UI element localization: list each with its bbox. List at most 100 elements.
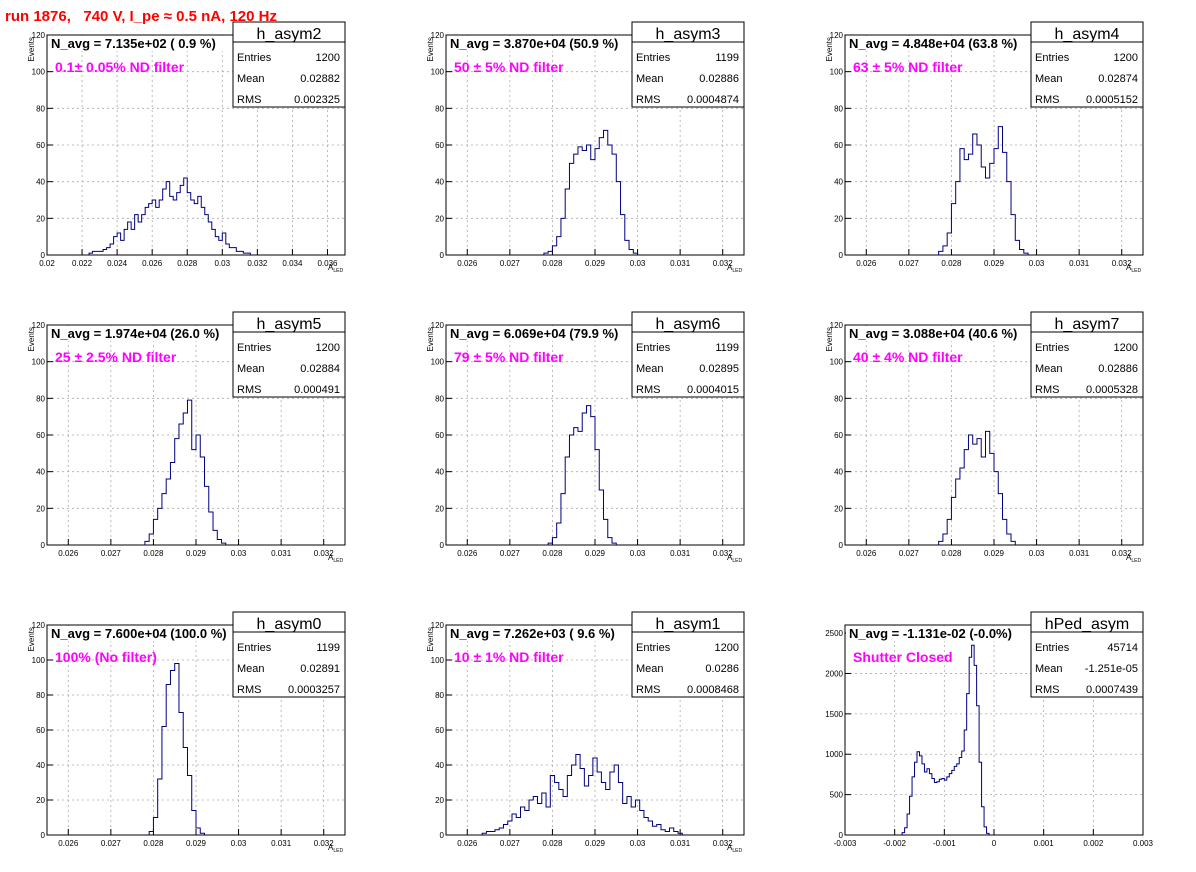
histogram-bin (1007, 534, 1011, 545)
y-tick-label: 2500 (825, 629, 843, 638)
x-tick-label: 0.028 (941, 549, 962, 558)
histogram-bin (213, 530, 217, 545)
histogram-bin (1020, 250, 1024, 256)
histogram-bin (201, 207, 205, 255)
stats-key: Mean (237, 663, 265, 675)
histogram-bin (973, 444, 977, 545)
histogram-bin (569, 435, 573, 545)
histogram-panel-h_asym0: 0.026 0.027 0.028 0.029 0.03 0.031 0.032 0 20 40 6… (27, 611, 346, 854)
y-tick-label: 60 (834, 431, 843, 440)
histogram-bin (586, 145, 590, 255)
stats-value: 0.02891 (300, 663, 340, 675)
stats-value: 0.02884 (300, 363, 340, 375)
histogram-bin (612, 154, 616, 255)
histogram-bin (555, 783, 559, 836)
x-tick-label: 0.026 (142, 259, 163, 268)
histogram-bin (149, 534, 153, 545)
histogram-bin (964, 160, 968, 255)
histogram-bin (939, 779, 941, 835)
y-tick-label: 0 (839, 251, 844, 260)
histogram-bin (159, 200, 163, 255)
stats-value: 1200 (316, 342, 340, 354)
histogram-bin (657, 825, 661, 836)
histogram-bin (162, 727, 166, 836)
stats-key: Mean (237, 73, 265, 85)
x-tick-label: 0.029 (186, 549, 207, 558)
y-tick-label: 100 (32, 656, 46, 665)
histogram-bin (595, 149, 599, 255)
histogram-bin (183, 413, 187, 545)
stats-value: 45714 (1107, 642, 1138, 654)
x-tick-label: 0.03 (1029, 549, 1045, 558)
y-tick-label: 100 (32, 68, 46, 77)
histogram-bin (652, 826, 656, 835)
histogram-bin (631, 807, 635, 835)
y-tick-label: 40 (834, 468, 843, 477)
y-tick-label: 40 (435, 178, 444, 187)
x-tick-label: 0.03 (630, 549, 646, 558)
histogram-bin (158, 508, 162, 545)
histogram-bin (985, 178, 989, 255)
x-tick-label: 0.024 (107, 259, 128, 268)
x-tick-label: 0.027 (899, 259, 920, 268)
histogram-bin (149, 204, 153, 255)
histogram-bin (187, 400, 191, 545)
y-tick-label: 120 (431, 621, 445, 630)
histogram-bin (981, 457, 985, 545)
y-tick-label: 40 (435, 761, 444, 770)
histogram-bin (929, 774, 931, 835)
histogram-bin (580, 769, 584, 836)
histogram-bin (1015, 240, 1019, 255)
histogram-bin (166, 685, 170, 836)
avg-label-background (846, 626, 1064, 641)
histogram-bin (949, 774, 951, 835)
x-axis-label: ALED (727, 843, 742, 854)
histogram-bin (212, 229, 216, 255)
filter-annotation: 0.1± 0.05% ND filter (55, 59, 185, 75)
y-tick-label: 20 (435, 796, 444, 805)
histogram-bin (943, 246, 947, 255)
stats-value: 1200 (715, 642, 739, 654)
x-tick-label: 0.031 (271, 549, 292, 558)
y-tick-label: 0 (440, 541, 445, 550)
histogram-bin (640, 811, 644, 836)
histogram-bin (648, 821, 652, 835)
histogram-panel-h_asym4: 0.026 0.027 0.028 0.029 0.03 0.031 0.032 0 20 40 6… (825, 21, 1144, 274)
stats-box (631, 611, 745, 698)
avg-label: N_avg = 3.088e+04 (40.6 %) (849, 326, 1017, 341)
filter-annotation: 40 ± 4% ND filter (853, 349, 963, 365)
y-tick-label: 20 (36, 796, 45, 805)
x-tick-label: 0.031 (670, 259, 691, 268)
stats-value: 0.002325 (294, 94, 340, 106)
x-tick-label: 0.029 (984, 259, 1005, 268)
histogram-outline (144, 399, 227, 545)
avg-label-background (48, 326, 266, 341)
histogram-bin (96, 251, 100, 255)
histogram-bin (954, 766, 956, 835)
stats-value: 0.0005152 (1086, 94, 1138, 106)
histogram-bin (215, 237, 219, 255)
stats-key: Entries (237, 342, 272, 354)
stats-box (232, 611, 346, 698)
avg-label-background (48, 626, 266, 641)
histogram-bin (565, 189, 569, 255)
histogram-bin (512, 814, 516, 835)
histogram-bin (209, 512, 213, 545)
y-tick-label: 20 (36, 214, 45, 223)
histogram-bin (994, 149, 998, 255)
histogram-panel-h_asym2: 0.02 0.022 0.024 0.026 0.028 0.03 0.032 0.034 0.… (27, 21, 346, 274)
y-tick-label: 40 (435, 468, 444, 477)
y-tick-label: 100 (830, 358, 844, 367)
histogram-bin (589, 776, 593, 836)
x-tick-label: 0.032 (713, 259, 734, 268)
histogram-bin (162, 494, 166, 545)
histogram-bin (610, 772, 614, 835)
histogram-bin (542, 793, 546, 835)
histogram-bin (629, 250, 633, 256)
histogram-panel-h_asym7: 0.026 0.027 0.028 0.029 0.03 0.031 0.032 0 20 40 6… (825, 311, 1144, 564)
y-tick-label: 0 (41, 251, 46, 260)
stats-value: 0.0004015 (687, 384, 739, 396)
histogram-bin (972, 645, 974, 835)
histogram-bin (947, 519, 951, 545)
histogram-bin (644, 818, 648, 836)
